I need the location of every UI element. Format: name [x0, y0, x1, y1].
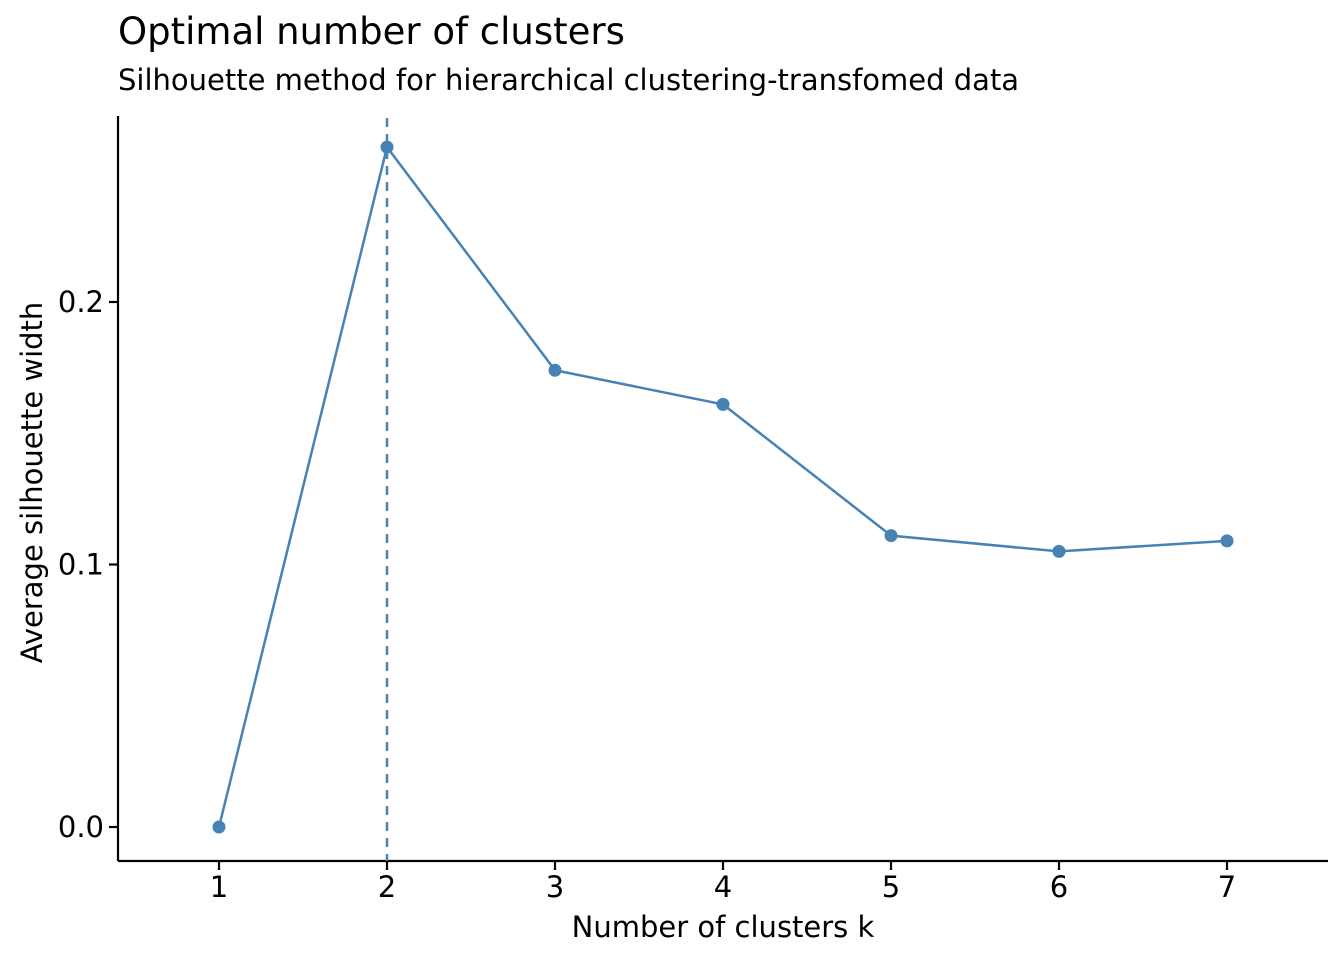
data-point: [716, 397, 730, 411]
x-tick-label: 3: [546, 870, 564, 904]
x-tick-label: 5: [882, 870, 900, 904]
tick-labels-group: 0.0 0.1 0.2 1 2 3 4 5 6 7: [58, 285, 1236, 904]
y-axis-label: Average silhouette width: [15, 302, 49, 664]
data-point: [1220, 534, 1234, 548]
data-point: [1052, 544, 1066, 558]
data-point: [212, 820, 226, 834]
data-point: [884, 529, 898, 543]
y-tick-label: 0.0: [58, 810, 104, 844]
x-tick-label: 2: [378, 870, 396, 904]
y-tick-label: 0.1: [58, 548, 104, 582]
chart-subtitle: Silhouette method for hierarchical clust…: [118, 63, 1020, 97]
x-tick-label: 1: [210, 870, 228, 904]
data-point: [548, 363, 562, 377]
x-tick-label: 4: [714, 870, 732, 904]
series-line: [217, 144, 1228, 828]
y-tick-label: 0.2: [58, 285, 104, 319]
chart-axes: [109, 116, 1328, 870]
x-axis-label: Number of clusters k: [572, 910, 875, 944]
data-point: [380, 140, 394, 154]
x-tick-label: 7: [1218, 870, 1236, 904]
x-tick-label: 6: [1050, 870, 1068, 904]
chart-title: Optimal number of clusters: [118, 10, 625, 53]
series-group: [212, 140, 1234, 834]
